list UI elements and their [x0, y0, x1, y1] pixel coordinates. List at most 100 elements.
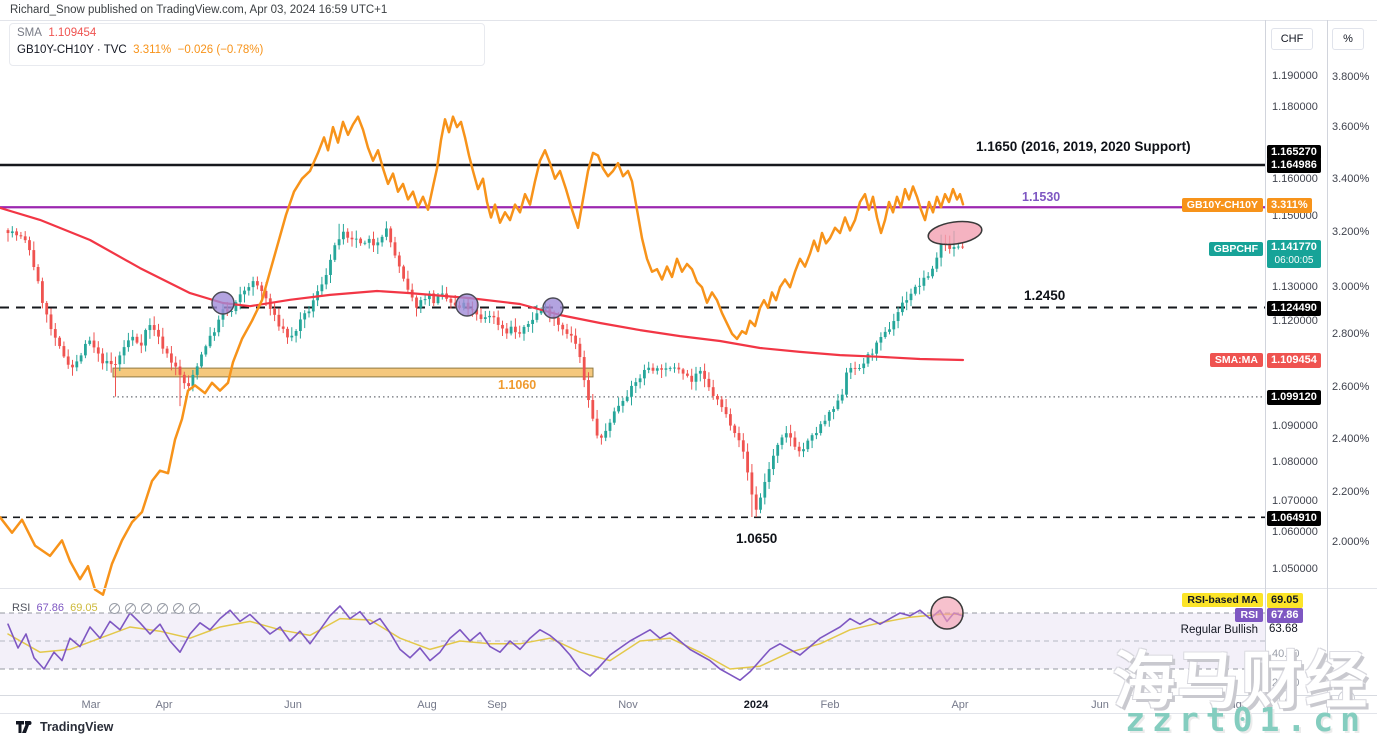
candle-body [342, 231, 345, 240]
candle-body [643, 369, 646, 379]
candle-body [729, 414, 732, 426]
candle-body [402, 266, 405, 279]
price-level-badge: 1.099120 [1267, 390, 1321, 405]
candle-body [118, 355, 122, 365]
candle-body [604, 430, 608, 438]
candle-body [879, 337, 883, 343]
chf-scale-button[interactable]: CHF [1271, 28, 1313, 50]
scale-a-anchor[interactable]: A [1279, 690, 1296, 707]
candle-body [449, 298, 453, 303]
candle-body [127, 340, 130, 348]
symbol-last-value: 3.311% [133, 44, 172, 56]
price-value: 1.141770 [1271, 241, 1317, 253]
candle-body [114, 364, 117, 366]
candle-body [961, 246, 964, 248]
rsi-ma-legend-value: 69.05 [70, 602, 98, 614]
indicator-action-icon[interactable] [140, 602, 152, 614]
chf-tick-label: 1.190000 [1272, 70, 1318, 82]
price-level-badge: 1.165270 [1267, 145, 1321, 160]
candle-body [243, 290, 246, 295]
indicator-action-icon[interactable] [172, 602, 184, 614]
candle-body [423, 299, 427, 301]
pct-tick-label: 3.600% [1332, 121, 1370, 133]
chf-tick-label: 1.060000 [1272, 526, 1318, 538]
candle-body [690, 375, 694, 382]
sma-line [0, 206, 965, 362]
pct-tick-label: 2.200% [1332, 486, 1370, 498]
candle-body [681, 369, 685, 374]
legend-sma-row[interactable]: SMA 1.109454 [17, 27, 96, 39]
rsi-tick-label: 20.00 [1272, 677, 1300, 689]
percent-scale-button[interactable]: % [1332, 28, 1364, 50]
candle-body [780, 437, 784, 445]
pct-tick-label: 2.000% [1332, 536, 1370, 548]
candle-body [845, 372, 848, 395]
candle-body [66, 356, 70, 365]
rsi-badge-value: 67.86 [1267, 608, 1303, 623]
candle-body [501, 324, 504, 329]
candle-body [668, 367, 672, 369]
candle-body [28, 240, 31, 251]
time-tick-label: Jun [1091, 699, 1109, 711]
resistance-annotation: 1.1650 (2016, 2019, 2020 Support) [976, 139, 1191, 154]
candle-body [281, 326, 285, 329]
legend-symbol-row[interactable]: GB10Y-CH10Y · TVC 3.311% −0.026 (−0.78%) [17, 44, 263, 56]
pct-tick-label: 3.200% [1332, 226, 1370, 238]
indicator-action-icon[interactable] [124, 602, 136, 614]
candle-body [531, 319, 534, 325]
time-tick-label: Aug [1222, 699, 1242, 711]
rsi-pane-separator[interactable] [0, 588, 1377, 589]
candle-body [724, 407, 728, 415]
candle-body [866, 354, 870, 364]
rsi-legend-label: RSI [12, 602, 31, 614]
sma-series-badge: SMA:MA [1209, 353, 1263, 367]
candle-body [62, 346, 66, 357]
time-tick-label: Sep [487, 699, 507, 711]
symbol-label: GB10Y-CH10Y · TVC [17, 44, 127, 56]
candle-body [956, 246, 960, 248]
candle-body [260, 285, 264, 291]
candle-body [346, 231, 350, 238]
tradingview-logo[interactable]: TradingView [16, 720, 113, 734]
candle-body [492, 315, 496, 318]
candle-body [6, 230, 10, 234]
candle-body [883, 331, 887, 338]
indicator-action-icon[interactable] [188, 602, 200, 614]
candle-body [832, 409, 835, 412]
candle-body [754, 494, 758, 510]
chf-tick-label: 1.080000 [1272, 456, 1318, 468]
candle-body [634, 382, 638, 386]
candle-body [569, 333, 573, 336]
indicator-action-icon[interactable] [108, 602, 120, 614]
indicator-action-icon[interactable] [156, 602, 168, 614]
spread-series-badge: GB10Y-CH10Y [1181, 198, 1263, 212]
candle-body [535, 313, 539, 320]
price-value-badge: 1.141770 06:00:05 [1267, 240, 1321, 268]
candle-body [135, 336, 139, 343]
candle-body [453, 302, 457, 306]
candle-body [178, 366, 182, 375]
rsi-legend[interactable]: RSI 67.86 69.05 [12, 602, 205, 614]
candle-body [122, 347, 126, 356]
scale-b-anchor[interactable]: B [1338, 690, 1355, 707]
time-tick-label: Apr [951, 699, 969, 711]
candle-body [213, 332, 216, 336]
candle-body [19, 235, 23, 237]
time-axis-border [0, 695, 1377, 696]
candle-body [509, 326, 513, 334]
rsi-ma-badge-label: RSI-based MA [1182, 593, 1263, 607]
candle-body [58, 337, 61, 347]
candle-body [475, 309, 479, 315]
pct-tick-label: 2.600% [1332, 381, 1370, 393]
candle-body [256, 281, 259, 286]
candle-body [247, 287, 251, 291]
candle-body [870, 353, 874, 355]
candle-body [772, 455, 775, 470]
candle-body [139, 342, 143, 346]
candle-body [840, 394, 844, 401]
candle-body [621, 400, 625, 406]
candle-body [875, 342, 878, 354]
candle-body [617, 405, 620, 412]
candle-body [53, 329, 57, 338]
